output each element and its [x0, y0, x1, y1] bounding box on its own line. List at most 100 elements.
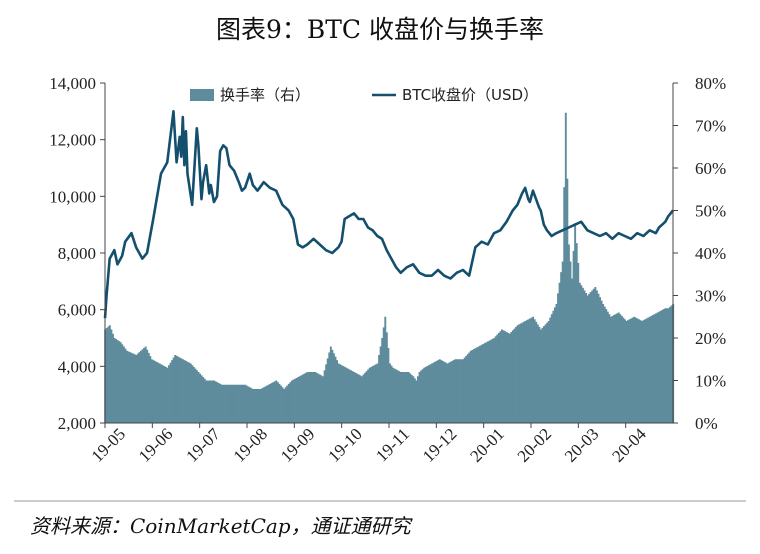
turnover-bar	[275, 380, 278, 423]
turnover-bar	[644, 319, 647, 423]
turnover-bar	[658, 311, 661, 423]
turnover-bar	[312, 372, 315, 423]
turnover-bar	[382, 327, 385, 424]
turnover-bar	[502, 330, 505, 423]
turnover-bar	[605, 309, 608, 423]
turnover-bar	[211, 380, 214, 423]
turnover-bar	[504, 331, 507, 423]
left-tick-label: 12,000	[49, 131, 96, 150]
turnover-bar	[130, 352, 133, 424]
turnover-bar	[359, 375, 362, 423]
turnover-bar	[563, 187, 566, 424]
turnover-bar	[119, 342, 122, 423]
turnover-bar	[594, 287, 597, 423]
right-tick-label: 40%	[695, 244, 726, 263]
turnover-bar	[129, 352, 132, 423]
turnover-bar	[547, 321, 550, 423]
turnover-bar	[451, 360, 454, 423]
turnover-bar	[160, 364, 163, 423]
turnover-bar	[197, 372, 200, 423]
turnover-bar	[166, 367, 169, 423]
turnover-bars	[104, 112, 675, 424]
turnover-bar	[448, 362, 451, 423]
turnover-bar	[294, 378, 296, 423]
left-tick-label: 14,000	[49, 74, 96, 93]
turnover-bar	[214, 381, 217, 423]
turnover-bar	[163, 366, 166, 423]
turnover-bar	[483, 343, 486, 423]
turnover-bar	[283, 389, 286, 423]
turnover-bar	[262, 387, 265, 423]
turnover-bar	[669, 306, 672, 423]
turnover-bar	[298, 376, 301, 423]
turnover-bar	[135, 355, 138, 423]
turnover-bar	[541, 327, 544, 423]
turnover-bar	[303, 373, 306, 423]
turnover-bar	[543, 326, 545, 423]
turnover-bar	[189, 363, 192, 423]
left-tick-label: 2,000	[58, 414, 96, 433]
turnover-bar	[325, 364, 328, 423]
turnover-bar	[437, 360, 440, 423]
turnover-bar	[157, 362, 160, 423]
turnover-bar	[561, 261, 564, 423]
turnover-bar	[595, 290, 598, 423]
turnover-bar	[154, 360, 156, 423]
turnover-bar	[234, 384, 237, 423]
turnover-bar	[230, 384, 233, 423]
turnover-bar	[144, 346, 147, 423]
right-tick-label: 20%	[695, 329, 726, 348]
turnover-bar	[147, 352, 150, 424]
turnover-bar	[188, 362, 191, 423]
turnover-bar	[641, 321, 644, 423]
turnover-bar	[420, 370, 423, 423]
turnover-bar	[328, 352, 331, 423]
x-tick-label: 19-11	[372, 424, 413, 465]
turnover-bar	[280, 385, 282, 423]
turnover-bar	[661, 309, 664, 423]
turnover-bar	[608, 314, 611, 423]
turnover-bar	[477, 346, 480, 423]
turnover-bar	[174, 355, 177, 423]
turnover-bar	[339, 364, 342, 423]
turnover-bar	[546, 322, 549, 423]
turnover-bar	[217, 383, 220, 423]
turnover-bar	[611, 315, 614, 423]
turnover-bar	[427, 365, 430, 423]
turnover-bar	[318, 374, 321, 423]
turnover-bar	[343, 366, 346, 423]
turnover-bar	[315, 372, 318, 423]
turnover-bar	[417, 376, 419, 423]
turnover-bar	[406, 372, 409, 423]
turnover-bar	[479, 345, 482, 423]
turnover-bar	[219, 383, 222, 423]
turnover-bar	[533, 319, 536, 423]
legend-swatch-turnover	[190, 89, 214, 101]
turnover-bar	[196, 370, 198, 423]
price-line	[103, 110, 675, 319]
turnover-bar	[581, 287, 584, 423]
turnover-bar	[440, 360, 443, 423]
x-tick-label: 20-03	[561, 424, 602, 465]
turnover-bar	[253, 389, 256, 423]
turnover-bar	[468, 352, 471, 423]
turnover-bar	[368, 367, 371, 423]
turnover-bar	[491, 338, 494, 423]
turnover-bar	[224, 384, 226, 423]
turnover-bar	[667, 308, 670, 423]
turnover-bar	[670, 305, 673, 423]
turnover-bar	[248, 387, 251, 423]
x-tick-label: 20-01	[466, 424, 507, 465]
turnover-bar	[583, 290, 586, 423]
left-tick-label: 6,000	[58, 301, 96, 320]
turnover-bar	[182, 359, 184, 423]
turnover-bar	[297, 377, 300, 423]
turnover-bar	[351, 371, 354, 423]
turnover-bar	[267, 384, 270, 423]
turnover-bar	[390, 365, 393, 424]
turnover-bar	[169, 362, 172, 423]
turnover-bar	[138, 352, 141, 423]
turnover-bar	[108, 325, 111, 423]
turnover-bar	[631, 317, 634, 423]
turnover-bar	[373, 365, 376, 423]
